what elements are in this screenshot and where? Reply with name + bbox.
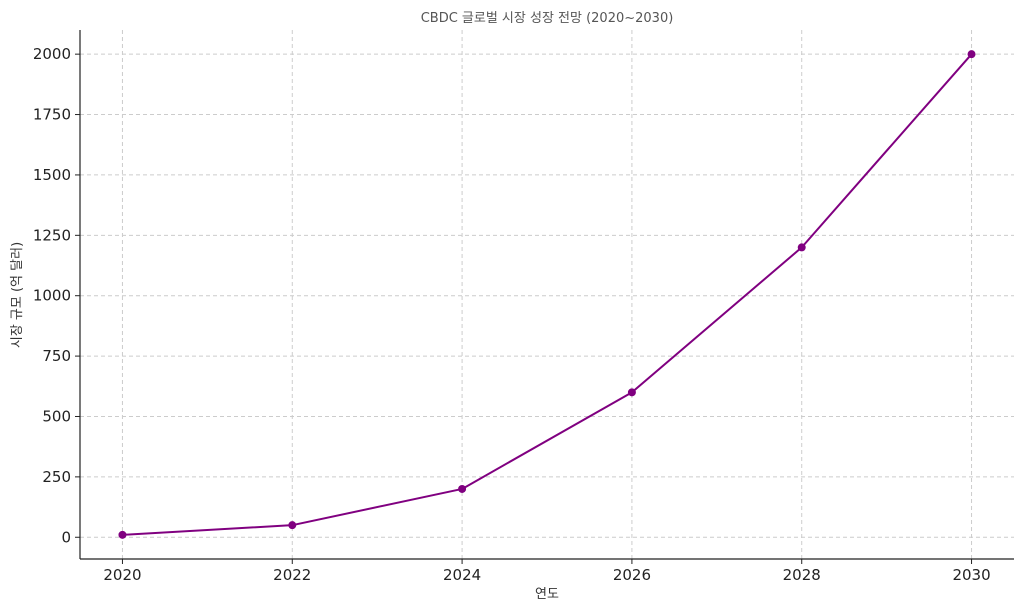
y-tick-label: 1000 xyxy=(33,287,71,305)
axes xyxy=(75,30,1014,564)
x-tick-label: 2030 xyxy=(952,566,990,584)
x-axis-label: 연도 xyxy=(535,587,559,602)
x-tick-label: 2028 xyxy=(783,566,821,584)
y-tick-label: 2000 xyxy=(33,45,71,63)
y-tick-label: 250 xyxy=(42,468,71,486)
chart-title: CBDC 글로벌 시장 성장 전망 (2020~2030) xyxy=(421,11,674,26)
data-point xyxy=(967,50,976,59)
tick-labels: 2020 2022 2024 2026 2028 2030 0 250 500 750 1000 12… xyxy=(33,45,991,584)
data-point xyxy=(627,388,636,397)
y-tick-label: 500 xyxy=(42,407,71,425)
x-tick-label: 2024 xyxy=(443,566,481,584)
x-tick-label: 2020 xyxy=(103,566,141,584)
y-tick-label: 1750 xyxy=(33,106,71,124)
x-tick-label: 2026 xyxy=(613,566,651,584)
y-tick-label: 1250 xyxy=(33,226,71,244)
x-tick-label: 2022 xyxy=(273,566,311,584)
data-point xyxy=(118,530,127,539)
data-point xyxy=(288,521,297,530)
data-point xyxy=(797,243,806,252)
grid-lines xyxy=(80,30,1014,559)
series-line xyxy=(122,53,973,536)
y-tick-label: 750 xyxy=(42,347,71,365)
y-tick-label: 0 xyxy=(61,528,71,546)
series-layer xyxy=(118,50,976,539)
data-point xyxy=(458,484,467,493)
y-tick-label: 1500 xyxy=(33,166,71,184)
y-axis-label: 시장 규모 (억 달러) xyxy=(10,242,25,348)
